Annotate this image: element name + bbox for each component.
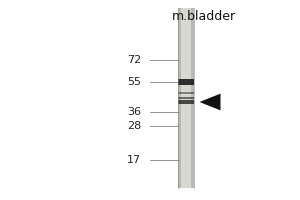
Polygon shape — [200, 94, 220, 110]
Text: 28: 28 — [127, 121, 141, 131]
Bar — [178, 100, 194, 104]
Text: 17: 17 — [127, 155, 141, 165]
Bar — [178, 79, 194, 85]
Text: 36: 36 — [127, 107, 141, 117]
Bar — [178, 97, 194, 99]
Bar — [178, 92, 194, 94]
Bar — [181, 8, 191, 188]
Text: m.bladder: m.bladder — [172, 10, 236, 23]
Text: 55: 55 — [127, 77, 141, 87]
Text: 72: 72 — [127, 55, 141, 65]
Bar — [178, 8, 194, 188]
